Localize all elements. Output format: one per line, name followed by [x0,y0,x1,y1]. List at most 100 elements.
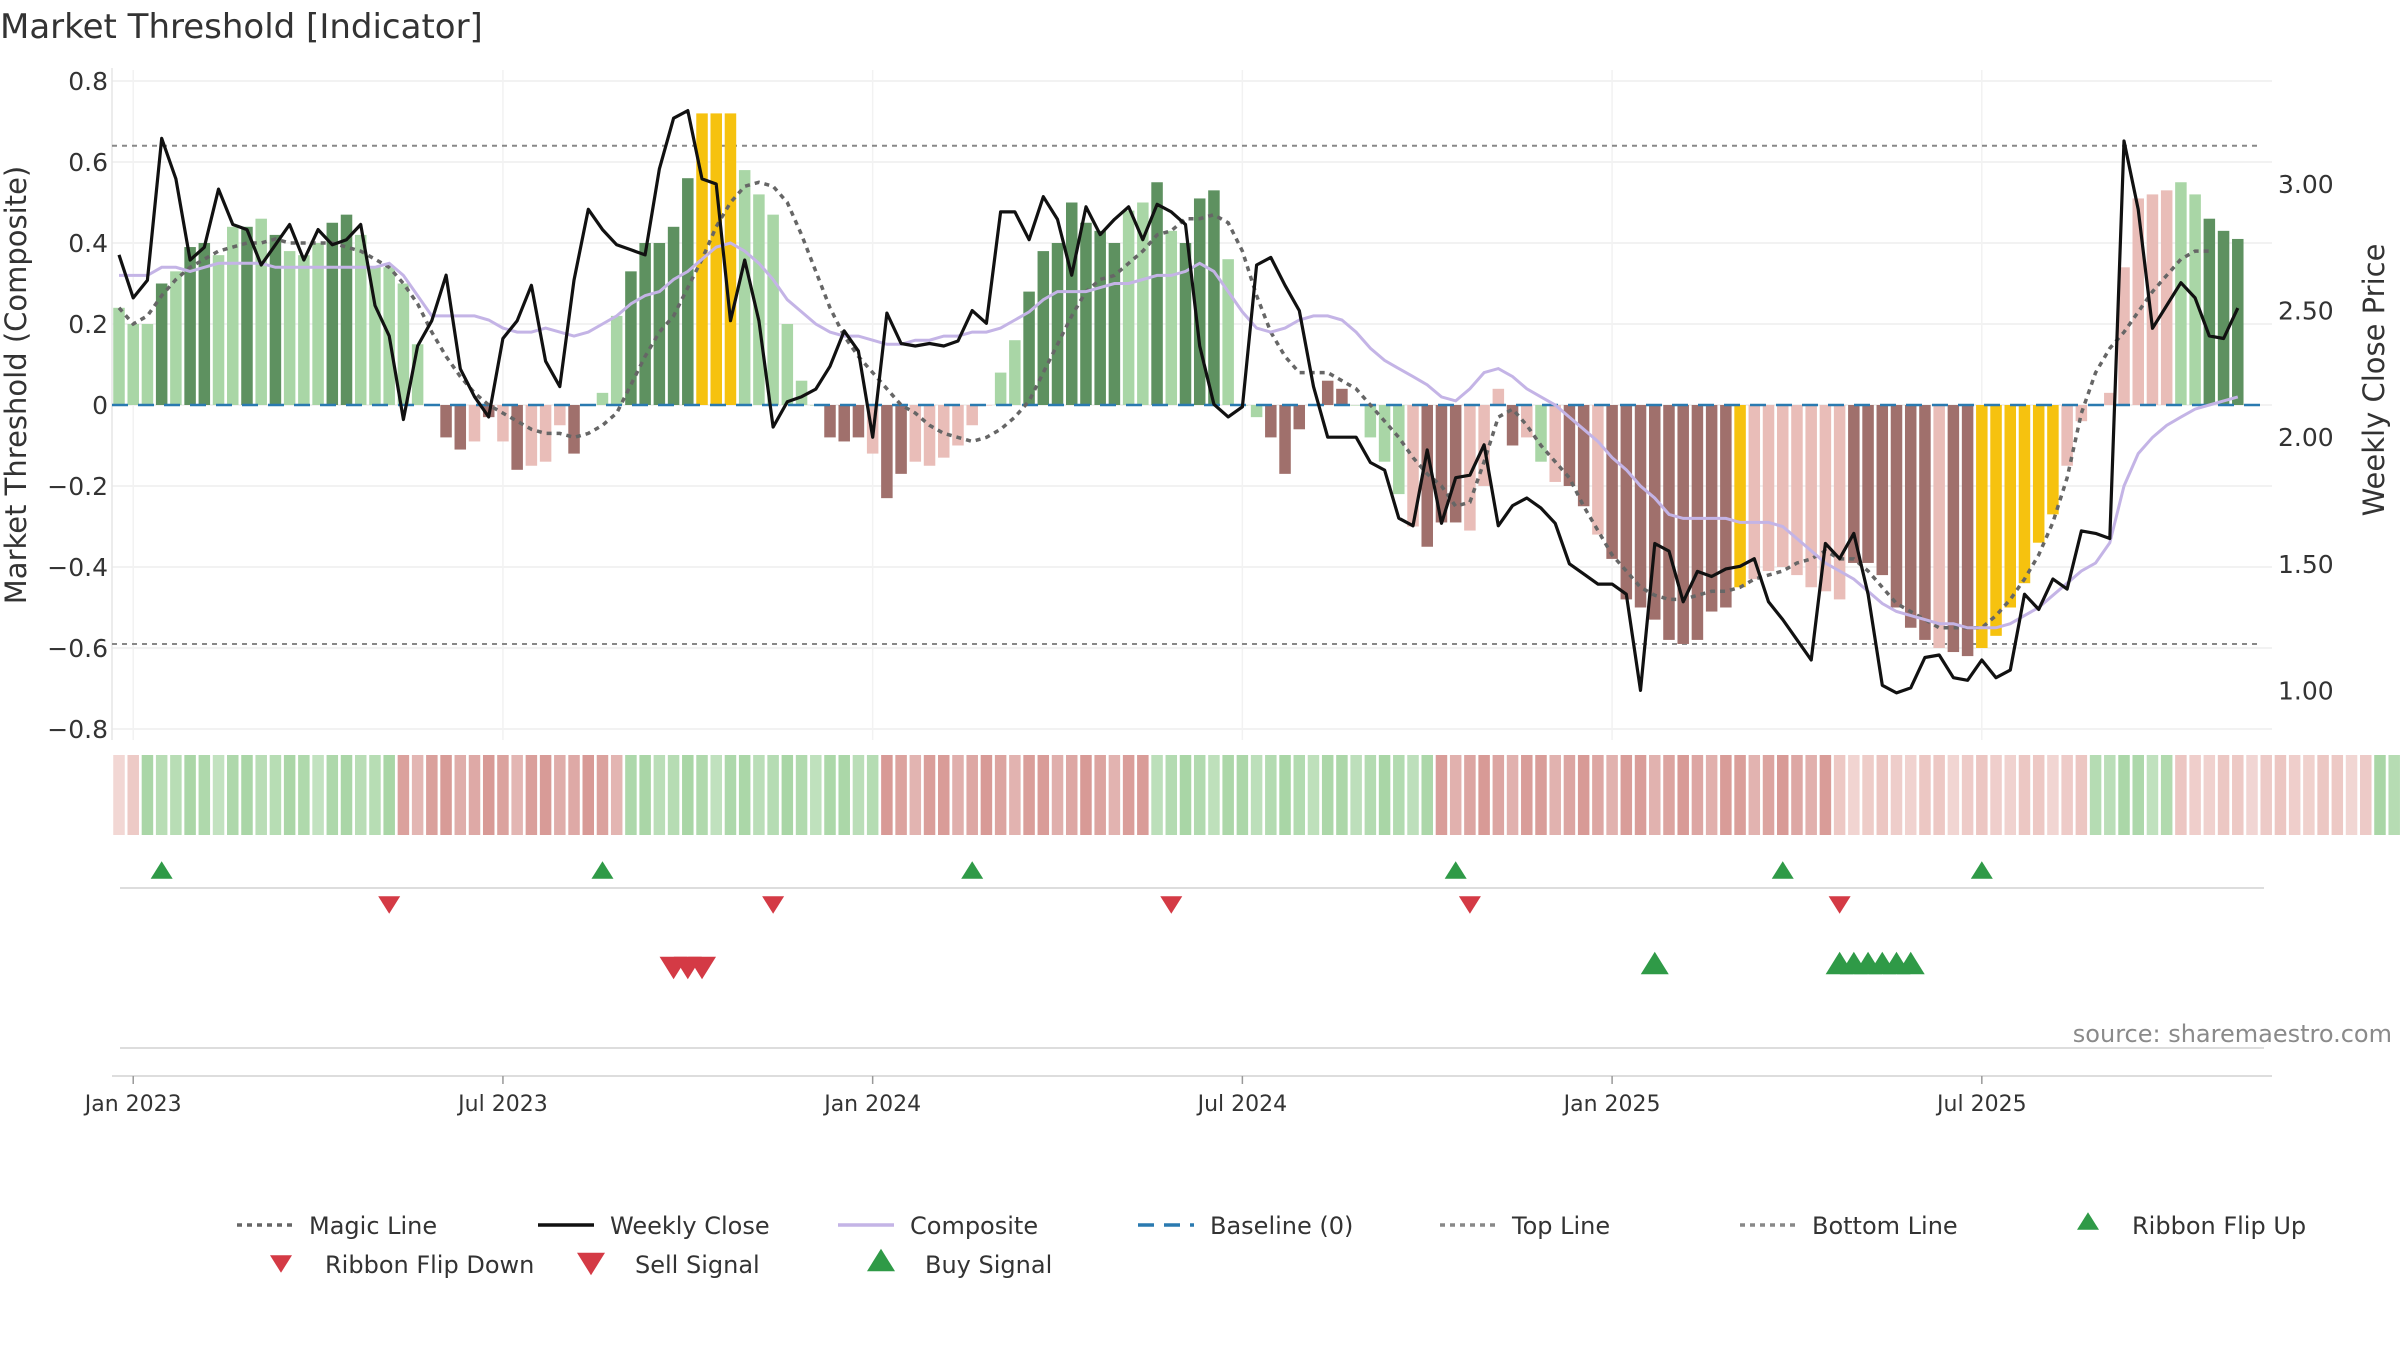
ribbon-cell [1819,755,1832,835]
bar [852,405,865,438]
bar [241,226,253,405]
bar [1705,405,1718,612]
bar [539,405,552,462]
ribbon-cell [994,755,1007,835]
bar [1222,259,1234,405]
ribbon-cell [2274,755,2287,835]
ribbon-cell [710,755,722,835]
bar [1165,230,1178,405]
legend-label: Bottom Line [1812,1212,1958,1240]
bar [2032,405,2045,543]
ribbon-cell [2075,755,2088,835]
ribbon-cell [1364,755,1377,835]
legend: Magic Line Weekly Close Composite Baseline … [237,1212,2306,1279]
bar [738,170,751,405]
bar [1407,405,1419,527]
ribbon-cell [824,755,836,835]
ribbon-cell [1933,755,1945,835]
ribbon-cell [1720,755,1732,835]
bar [781,324,794,405]
ribbon-cell [852,755,865,835]
ribbon-flip-up-marker [961,861,984,879]
chart-title: Market Threshold [Indicator] [0,7,483,47]
ribbon-cell [1165,755,1178,835]
x-tick-label: Jan 2024 [822,1092,921,1117]
bar [1279,405,1291,474]
bar [1890,405,1903,608]
ribbon-cell [1023,755,1035,835]
ribbon-cell [1734,755,1746,835]
ribbon-cell [1521,755,1533,835]
bar [980,405,993,406]
ribbon-cell [468,755,481,835]
bar [1336,388,1348,405]
ribbon-cell [482,755,495,835]
bar [653,243,666,405]
ribbon-cell [923,755,936,835]
bar [1435,405,1448,523]
ribbon-cell [184,755,196,835]
ribbon-cell [682,755,694,835]
ribbon-cell [1577,755,1590,835]
ribbon-cell [255,755,267,835]
bar [966,405,978,426]
left-tick-label: −0.2 [47,472,108,501]
legend-swatch [867,1248,895,1272]
bar [212,255,225,405]
ribbon-cell [1421,755,1433,835]
ribbon-cell [2345,755,2358,835]
ribbon-cell [2032,755,2045,835]
ribbon-cell [383,755,395,835]
ribbon-cell [1961,755,1974,835]
ribbon-cell [1435,755,1448,835]
ribbon-cell [1549,755,1561,835]
ribbon-cell [1663,755,1675,835]
bar [2132,198,2144,405]
bar [824,405,836,438]
bar [511,405,523,470]
bar [283,251,296,405]
bar [938,405,950,458]
weekly-close-line [117,108,2240,695]
legend-label: Buy Signal [925,1251,1052,1279]
bar [155,283,168,405]
bar [1492,388,1505,405]
bar [184,247,196,405]
bar [2217,230,2230,405]
bar [1620,405,1633,600]
ribbon-cell [554,755,566,835]
source-credit: source: sharemaestro.com [2073,1020,2392,1048]
bar [2075,405,2088,422]
ribbon-cell [127,755,139,835]
bar [1876,405,1889,576]
ribbon-cell [1350,755,1362,835]
bar [1293,405,1306,430]
series-lines [112,108,2262,695]
ribbon-cell [810,755,822,835]
ribbon-cell [2061,755,2073,835]
ribbon-cell [938,755,950,835]
legend-item: Weekly Close [538,1212,770,1240]
ribbon-cell [170,755,182,835]
left-tick-label: −0.8 [47,715,108,744]
ribbon-cell [1208,755,1220,835]
bar [1691,405,1704,640]
ribbon-cell [426,755,438,835]
ribbon-cell [795,755,808,835]
ribbon-cell [1464,755,1476,835]
bar [1094,230,1106,405]
x-tick-label: Jul 2025 [1935,1092,2027,1117]
legend-item: Baseline (0) [1138,1212,1353,1240]
ribbon-cell [966,755,978,835]
ribbon-cell [539,755,552,835]
ribbon-cell [369,755,381,835]
legend-item: Ribbon Flip Up [2077,1212,2306,1240]
bar [2203,218,2216,405]
right-tick-label: 3.00 [2278,170,2334,199]
bar [1805,405,1817,588]
x-tick-label: Jan 2023 [83,1092,182,1117]
right-tick-label: 2.00 [2278,423,2334,452]
left-tick-label: 0.8 [68,67,108,96]
ribbon-cell [1620,755,1633,835]
